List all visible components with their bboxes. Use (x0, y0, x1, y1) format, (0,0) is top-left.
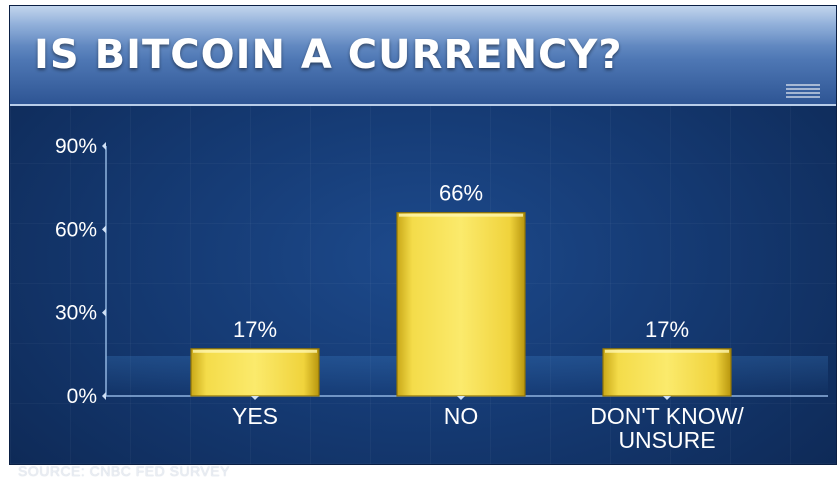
y-tick-mark (102, 142, 106, 150)
y-tick-mark (102, 392, 106, 400)
y-tick-mark (102, 308, 106, 317)
labels-group: 17% YES 66% NO 17% DON'T KNOW/UNSURE (232, 181, 744, 453)
bars-group (190, 212, 732, 397)
bar (602, 348, 732, 397)
bar-highlight (605, 349, 729, 353)
y-tick-label: 0% (67, 385, 97, 408)
source-note: SOURCE: CNBC FED SURVEY (18, 463, 230, 479)
title-bar: IS BITCOIN A CURRENCY? (10, 6, 836, 106)
x-category-label: UNSURE (618, 427, 715, 453)
y-tick-label: 90% (55, 135, 97, 158)
bar-value-label: 17% (645, 317, 689, 342)
bar-value-label: 17% (233, 317, 277, 342)
x-category-label: DON'T KNOW/ (590, 403, 744, 429)
x-tick-mark (251, 396, 259, 400)
bar (190, 348, 320, 397)
bar (396, 212, 526, 397)
bar-highlight (193, 349, 317, 353)
y-tick-mark (102, 225, 106, 234)
bar-value-label: 66% (439, 181, 483, 206)
x-tick-mark (663, 396, 671, 400)
x-tick-mark (457, 396, 465, 400)
y-tick-label: 30% (55, 302, 97, 325)
y-tick-label: 60% (55, 218, 97, 241)
bar-highlight (399, 213, 523, 217)
x-category-label: YES (232, 403, 278, 429)
decorative-stripes (786, 84, 820, 98)
x-category-label: NO (444, 403, 479, 429)
